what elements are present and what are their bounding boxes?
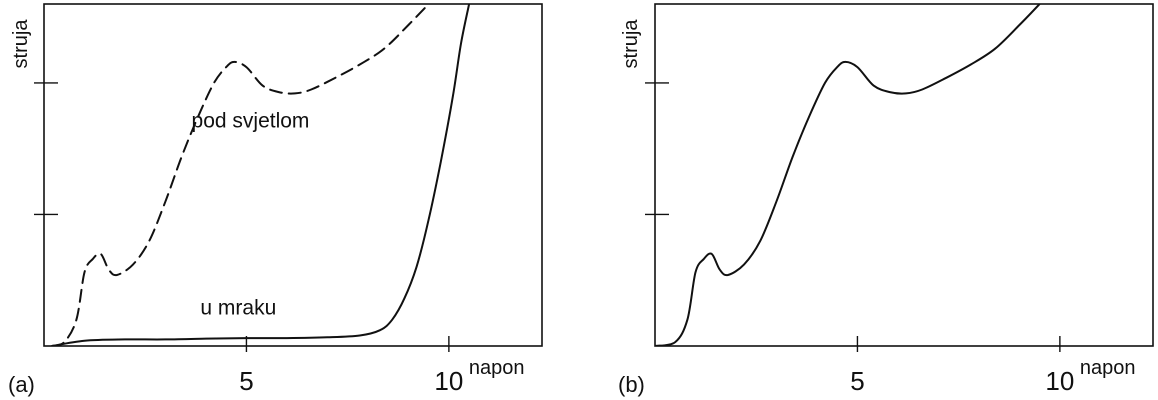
x-axis-label: napon	[469, 357, 525, 379]
annotation-label: u mraku	[200, 296, 276, 319]
panel-b: 5 10 napon struja (b)	[618, 3, 1154, 397]
panel-label: (b)	[618, 372, 645, 397]
series-line-solid	[655, 4, 1041, 346]
x-axis-label: napon	[1080, 357, 1136, 379]
panel-label: (a)	[8, 372, 35, 397]
series-line-solid	[51, 4, 471, 346]
x-tick-label: 10	[1045, 366, 1074, 396]
panel-a: 5 10 napon struja (a) pod svjetlom u mraku	[8, 3, 543, 397]
x-tick-label: 10	[434, 366, 463, 396]
x-tick-label: 5	[850, 366, 864, 396]
series-line-dashed	[51, 4, 430, 346]
y-axis-label: struja	[10, 19, 32, 69]
y-axis-label: struja	[620, 19, 642, 69]
plot-frame	[43, 3, 543, 347]
plot-frame	[654, 3, 1154, 347]
x-tick-label: 5	[239, 366, 253, 396]
annotation-label: pod svjetlom	[192, 110, 310, 133]
